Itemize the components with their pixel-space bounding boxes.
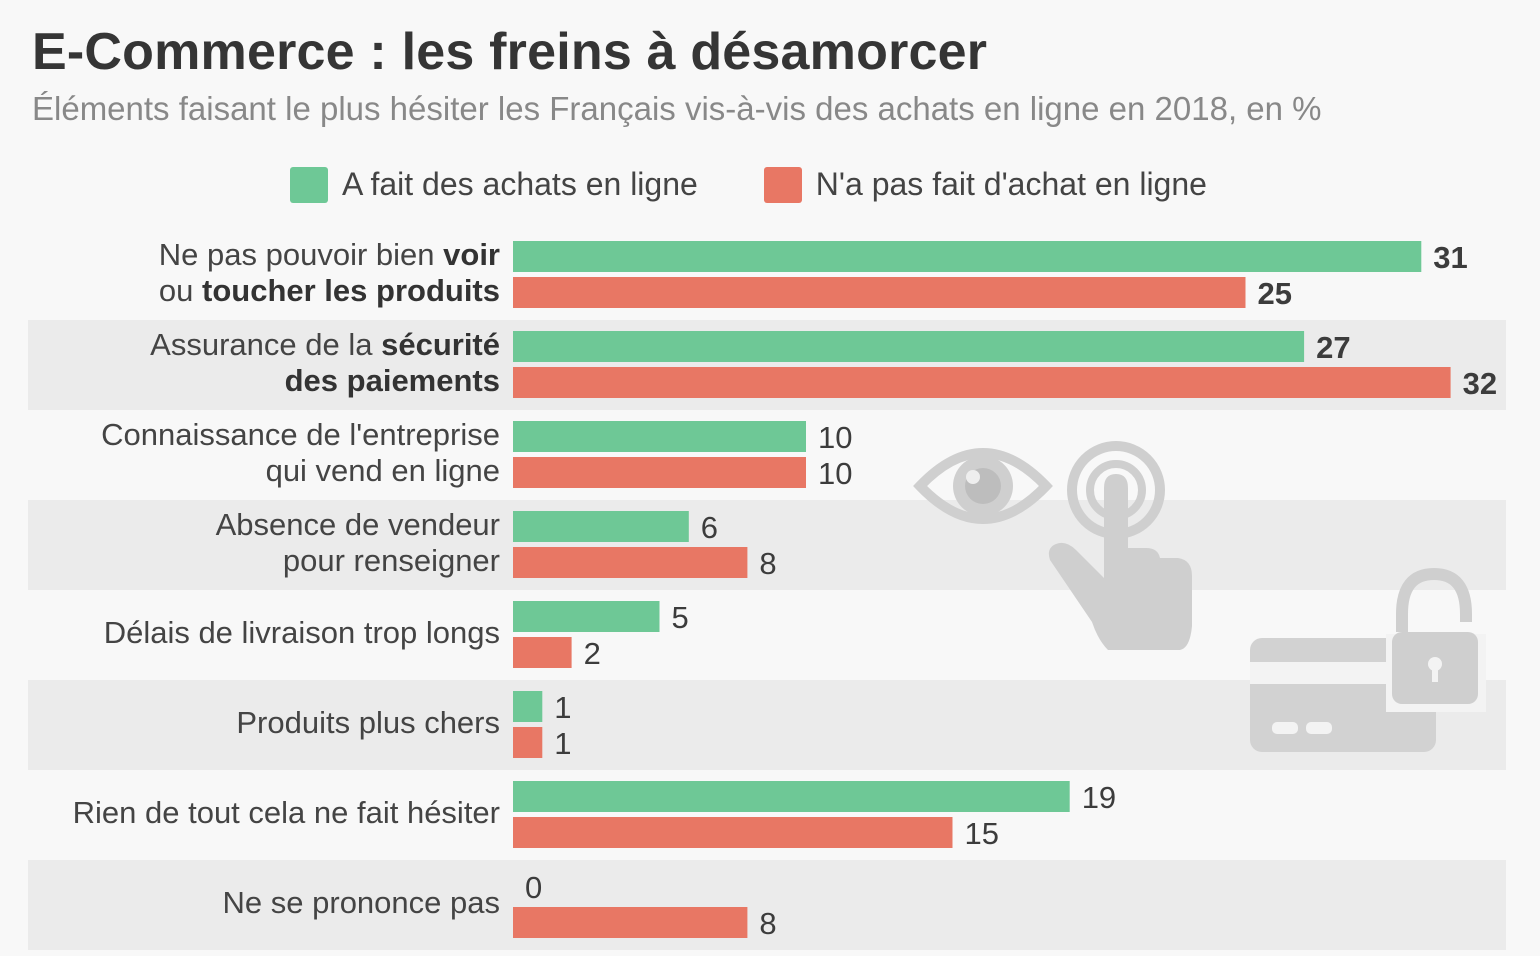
value-label: 19 — [1082, 780, 1116, 815]
category-label: Rien de tout cela ne fait hésiter — [73, 795, 500, 831]
category-label-line: Produits plus chers — [236, 705, 500, 741]
bar-bought — [513, 511, 689, 542]
category-label-line: Ne se prononce pas — [223, 885, 500, 921]
value-label: 15 — [965, 816, 999, 851]
category-label-part: voir — [443, 237, 500, 272]
bar-bought — [513, 241, 1422, 272]
category-label-line: qui vend en ligne — [101, 453, 500, 489]
category-label: Délais de livraison trop longs — [104, 615, 500, 651]
value-label: 10 — [818, 456, 852, 491]
value-label: 1 — [554, 690, 571, 725]
eye-icon — [913, 448, 1053, 524]
category-label: Absence de vendeur pour renseigner — [216, 507, 500, 579]
category-label-line: pour renseigner — [216, 543, 500, 579]
padlock-icon — [1386, 567, 1486, 712]
category-label: Ne pas pouvoir bien voir ou toucher les p… — [159, 237, 500, 309]
value-label: 2 — [584, 636, 601, 671]
bar-not-bought — [513, 637, 572, 668]
bar-bought — [513, 331, 1305, 362]
chart-subtitle: Éléments faisant le plus hésiter les Fra… — [32, 90, 1322, 127]
category-label-part: Rien de tout cela ne fait hésiter — [72, 795, 500, 830]
bar-not-bought — [513, 277, 1246, 308]
chart-title: E-Commerce : les freins à désamorcer — [32, 23, 988, 81]
value-label: 25 — [1258, 276, 1292, 311]
bar-not-bought — [513, 457, 806, 488]
bar-bought — [513, 781, 1070, 812]
category-label-line: des paiements — [150, 363, 500, 399]
category-label-part: des paiements — [284, 363, 500, 398]
bar-bought — [513, 691, 543, 722]
bar-not-bought — [513, 727, 543, 758]
legend: A fait des achats en ligne N'a pas fait … — [290, 166, 1273, 203]
category-label: Produits plus chers — [236, 705, 500, 741]
value-label: 6 — [701, 510, 718, 545]
legend-swatch-green — [290, 166, 328, 203]
category-label-part: ou — [158, 273, 203, 308]
category-label-line: Connaissance de l'entreprise — [101, 417, 500, 453]
category-label-line: Délais de livraison trop longs — [104, 615, 500, 651]
value-label: 8 — [759, 906, 776, 941]
category-label-part: Ne pas pouvoir bien — [158, 237, 444, 272]
value-label: 31 — [1433, 240, 1467, 275]
legend-item-bought: A fait des achats en ligne — [290, 166, 698, 203]
category-label-part: toucher les produits — [202, 273, 500, 308]
category-label-part: Connaissance de l'entreprise — [101, 417, 500, 452]
category-label-part: Délais de livraison trop longs — [103, 615, 500, 650]
category-label-line: Assurance de la sécurité — [150, 327, 500, 363]
bar-not-bought — [513, 817, 953, 848]
category-label-line: Absence de vendeur — [216, 507, 500, 543]
category-label-line: Ne pas pouvoir bien voir — [159, 237, 500, 273]
bar-not-bought — [513, 547, 748, 578]
value-label: 1 — [554, 726, 571, 761]
category-label-part: Assurance de la — [150, 327, 382, 362]
legend-swatch-red — [763, 166, 802, 203]
bar-bought — [513, 421, 806, 452]
category-label-line: ou toucher les produits — [159, 273, 500, 309]
category-label: Connaissance de l'entreprise qui vend en … — [101, 417, 500, 489]
category-label: Ne se prononce pas — [223, 885, 500, 921]
category-label-part: pour renseigner — [282, 543, 500, 578]
category-label-part: sécurité — [381, 327, 500, 362]
bar-not-bought — [513, 367, 1451, 398]
value-label: 5 — [672, 600, 689, 635]
row-band — [28, 500, 1506, 590]
value-label: 27 — [1316, 330, 1350, 365]
legend-label-bought: A fait des achats en ligne — [342, 166, 698, 202]
row-band — [28, 860, 1506, 950]
legend-label-not-bought: N'a pas fait d'achat en ligne — [815, 166, 1207, 202]
category-label-part: Ne se prononce pas — [222, 885, 500, 920]
value-label: 0 — [525, 870, 542, 905]
touch-hand-icon — [1048, 441, 1192, 650]
bar-not-bought — [513, 907, 748, 938]
category-label: Assurance de la sécurité des paiements — [150, 327, 500, 399]
value-label: 32 — [1463, 366, 1497, 401]
value-label: 8 — [759, 546, 776, 581]
bar-bought — [513, 601, 660, 632]
value-label: 10 — [818, 420, 852, 455]
category-label-part: Absence de vendeur — [215, 507, 500, 542]
category-label-part: qui vend en ligne — [265, 453, 500, 488]
category-label-part: Produits plus chers — [236, 705, 500, 740]
category-label-line: Rien de tout cela ne fait hésiter — [73, 795, 500, 831]
legend-item-not-bought: N'a pas fait d'achat en ligne — [763, 166, 1207, 203]
